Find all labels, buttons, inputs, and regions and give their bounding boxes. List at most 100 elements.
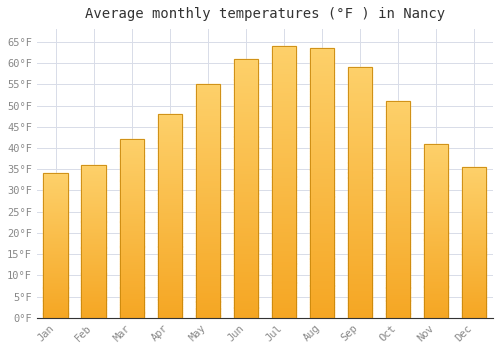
Bar: [196, 107, 220, 110]
Bar: [120, 314, 144, 316]
Bar: [462, 173, 486, 175]
Bar: [196, 276, 220, 278]
Bar: [196, 294, 220, 297]
Bar: [386, 164, 410, 166]
Bar: [234, 90, 258, 92]
Bar: [310, 116, 334, 118]
Bar: [120, 250, 144, 252]
Bar: [386, 212, 410, 214]
Bar: [424, 206, 448, 208]
Bar: [44, 199, 68, 201]
Bar: [44, 282, 68, 283]
Bar: [424, 212, 448, 214]
Bar: [462, 316, 486, 318]
Bar: [386, 285, 410, 288]
Bar: [158, 230, 182, 232]
Bar: [234, 157, 258, 160]
Bar: [82, 257, 106, 258]
Bar: [82, 261, 106, 263]
Bar: [386, 236, 410, 238]
Bar: [158, 263, 182, 265]
Bar: [310, 240, 334, 242]
Bar: [386, 257, 410, 259]
Title: Average monthly temperatures (°F ) in Nancy: Average monthly temperatures (°F ) in Na…: [85, 7, 445, 21]
Bar: [272, 76, 296, 79]
Bar: [348, 112, 372, 115]
Bar: [234, 284, 258, 287]
Bar: [462, 274, 486, 276]
Bar: [310, 59, 334, 62]
Bar: [158, 228, 182, 230]
Bar: [158, 132, 182, 134]
Bar: [158, 251, 182, 253]
Bar: [310, 89, 334, 91]
Bar: [424, 255, 448, 257]
Bar: [310, 126, 334, 129]
Bar: [272, 141, 296, 144]
Bar: [348, 117, 372, 120]
Bar: [44, 247, 68, 248]
Bar: [310, 145, 334, 148]
Bar: [196, 138, 220, 140]
Bar: [386, 147, 410, 149]
Bar: [234, 131, 258, 134]
Bar: [196, 311, 220, 313]
Bar: [424, 146, 448, 147]
Bar: [44, 250, 68, 251]
Bar: [234, 59, 258, 61]
Bar: [424, 166, 448, 168]
Bar: [44, 293, 68, 295]
Bar: [462, 254, 486, 256]
Bar: [462, 223, 486, 224]
Bar: [120, 172, 144, 173]
Bar: [82, 193, 106, 194]
Bar: [424, 196, 448, 198]
Bar: [158, 234, 182, 236]
Bar: [462, 304, 486, 306]
Bar: [44, 243, 68, 244]
Bar: [82, 208, 106, 209]
Bar: [310, 70, 334, 72]
Bar: [44, 299, 68, 301]
Bar: [348, 125, 372, 127]
Bar: [196, 241, 220, 243]
Bar: [82, 276, 106, 278]
Bar: [272, 127, 296, 130]
Bar: [82, 251, 106, 252]
Bar: [386, 121, 410, 123]
Bar: [424, 250, 448, 252]
Bar: [272, 158, 296, 160]
Bar: [462, 243, 486, 244]
Bar: [120, 279, 144, 280]
Bar: [348, 127, 372, 130]
Bar: [272, 239, 296, 242]
Bar: [272, 250, 296, 253]
Bar: [82, 173, 106, 174]
Bar: [348, 158, 372, 160]
Bar: [158, 298, 182, 300]
Bar: [462, 230, 486, 232]
Bar: [44, 310, 68, 312]
Bar: [272, 117, 296, 119]
Bar: [44, 195, 68, 197]
Bar: [44, 228, 68, 230]
Bar: [348, 270, 372, 273]
Bar: [44, 270, 68, 272]
Bar: [44, 308, 68, 309]
Bar: [272, 215, 296, 217]
Bar: [196, 192, 220, 194]
Bar: [82, 292, 106, 293]
Bar: [310, 99, 334, 102]
Bar: [234, 98, 258, 100]
Bar: [234, 191, 258, 194]
Bar: [462, 194, 486, 196]
Bar: [424, 299, 448, 300]
Bar: [424, 293, 448, 295]
Bar: [82, 223, 106, 225]
Bar: [272, 138, 296, 141]
Bar: [272, 108, 296, 111]
Bar: [462, 208, 486, 209]
Bar: [234, 186, 258, 188]
Bar: [44, 290, 68, 292]
Bar: [234, 243, 258, 245]
